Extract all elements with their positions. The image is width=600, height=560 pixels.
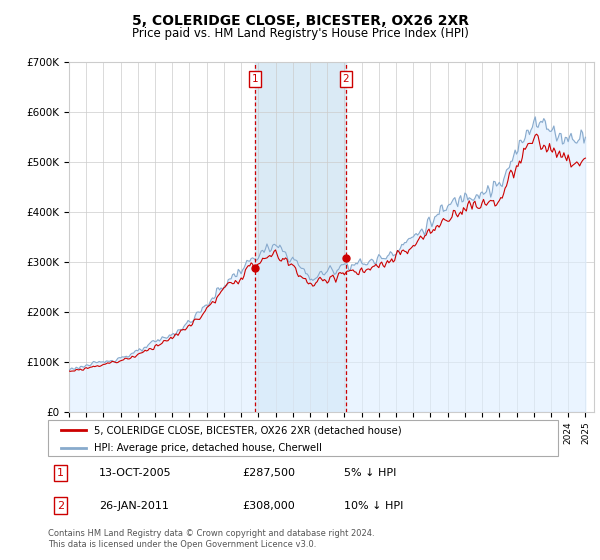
Text: Price paid vs. HM Land Registry's House Price Index (HPI): Price paid vs. HM Land Registry's House … bbox=[131, 27, 469, 40]
Text: 2: 2 bbox=[57, 501, 64, 511]
Text: 5% ↓ HPI: 5% ↓ HPI bbox=[344, 468, 396, 478]
Text: 1: 1 bbox=[57, 468, 64, 478]
Text: Contains HM Land Registry data © Crown copyright and database right 2024.
This d: Contains HM Land Registry data © Crown c… bbox=[48, 529, 374, 549]
Text: £287,500: £287,500 bbox=[242, 468, 295, 478]
Text: 26-JAN-2011: 26-JAN-2011 bbox=[99, 501, 169, 511]
Bar bbox=[255, 62, 346, 412]
Text: 10% ↓ HPI: 10% ↓ HPI bbox=[344, 501, 403, 511]
Text: 5, COLERIDGE CLOSE, BICESTER, OX26 2XR: 5, COLERIDGE CLOSE, BICESTER, OX26 2XR bbox=[131, 14, 469, 28]
Text: HPI: Average price, detached house, Cherwell: HPI: Average price, detached house, Cher… bbox=[94, 444, 322, 454]
Text: 2: 2 bbox=[343, 74, 349, 84]
Text: 5, COLERIDGE CLOSE, BICESTER, OX26 2XR (detached house): 5, COLERIDGE CLOSE, BICESTER, OX26 2XR (… bbox=[94, 425, 401, 435]
Text: 13-OCT-2005: 13-OCT-2005 bbox=[99, 468, 172, 478]
Text: 1: 1 bbox=[251, 74, 258, 84]
Text: £308,000: £308,000 bbox=[242, 501, 295, 511]
